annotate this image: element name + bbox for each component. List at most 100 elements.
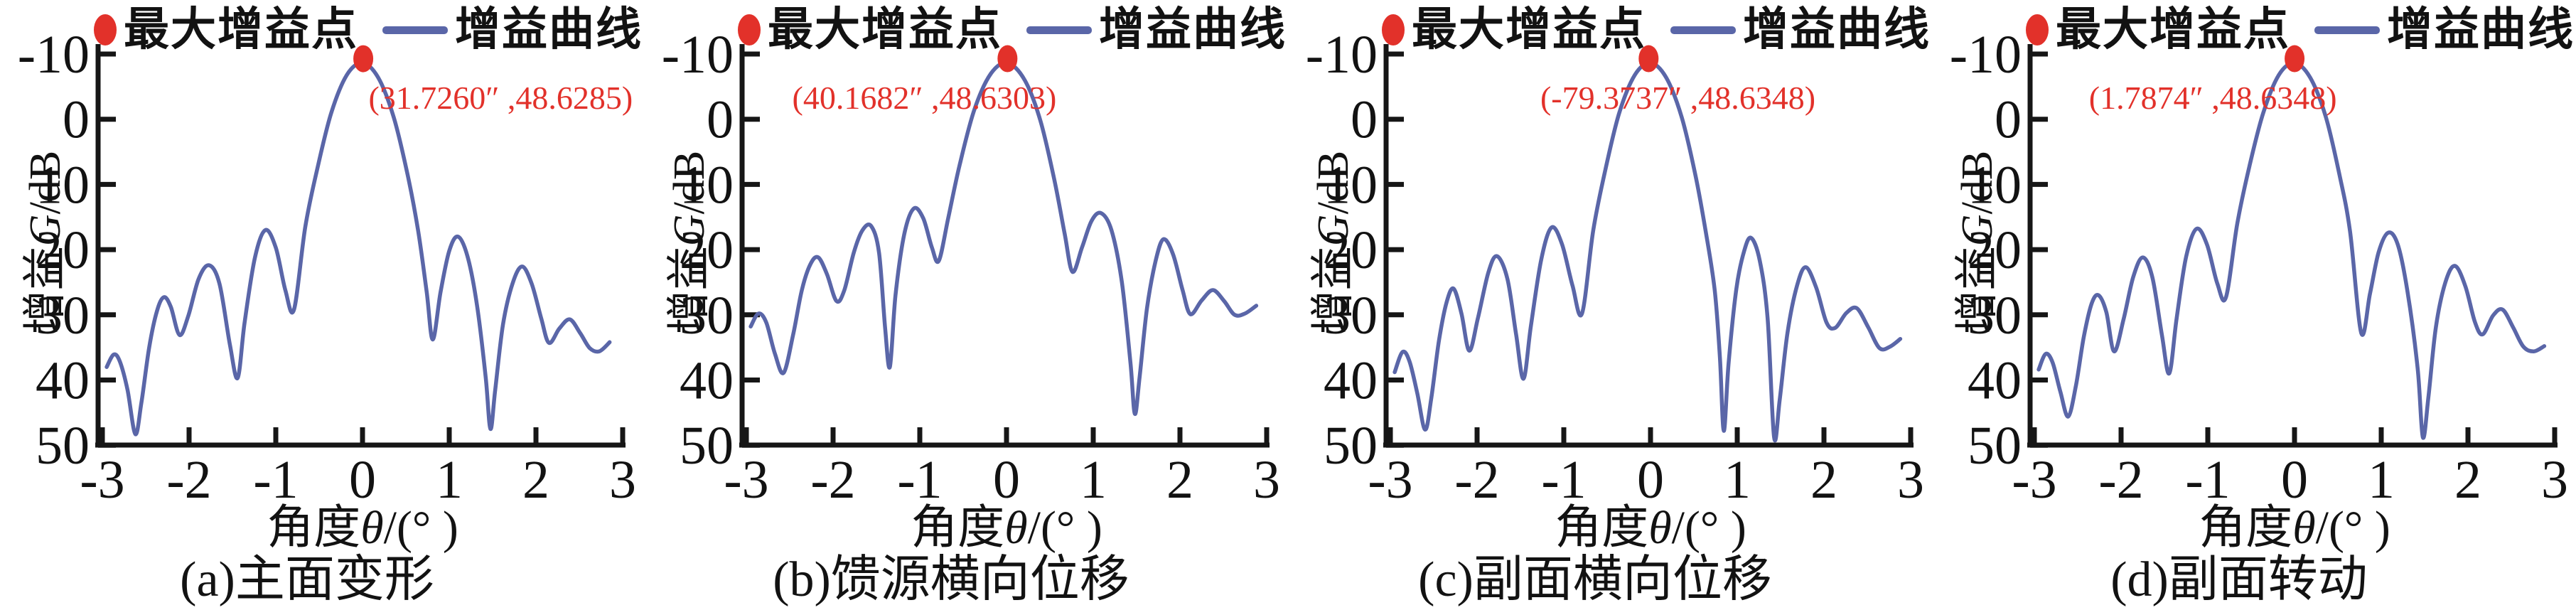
y-tick-label: -10: [1950, 25, 2022, 85]
y-tick-label: 0: [1351, 90, 1378, 150]
gain-curve-legend-icon: [2314, 26, 2380, 34]
x-axis-title-prefix: 角度: [1555, 502, 1649, 554]
legend-curve-label: 增益曲线: [455, 4, 643, 55]
y-tick-label: 20: [36, 220, 90, 280]
y-tick-label: 30: [36, 286, 90, 346]
x-tick-label: -3: [2012, 450, 2056, 510]
max-gain-point-legend-icon: [94, 14, 117, 46]
x-tick-label: 2: [2454, 450, 2481, 510]
max-gain-point: [2285, 45, 2305, 73]
x-tick-label: -1: [2185, 450, 2230, 510]
x-tick-label: 3: [1253, 450, 1280, 510]
legend-curve-label: 增益曲线: [1743, 4, 1931, 55]
gain-curve: [1392, 60, 1903, 443]
y-tick-label: 20: [1324, 220, 1378, 280]
y-tick-label: 10: [1968, 155, 2022, 215]
y-tick-label: 0: [1995, 90, 2022, 150]
legend: 最大增益点 增益曲线: [738, 4, 1287, 55]
y-tick-label: -10: [1306, 25, 1378, 85]
x-tick-label: 1: [1080, 450, 1107, 510]
x-tick-label: -1: [897, 450, 942, 510]
x-axis-title: 角度θ/(° ): [742, 502, 1271, 555]
legend-max-point-label: 最大增益点: [768, 4, 1002, 55]
x-tick-label: -3: [724, 450, 768, 510]
x-axis-title-symbol: θ: [360, 502, 384, 554]
max-gain-point-legend-icon: [738, 14, 761, 46]
legend-curve-label: 增益曲线: [1099, 4, 1287, 55]
x-axis-title-unit: /(° ): [1671, 502, 1746, 554]
y-tick-label: 30: [1968, 286, 2022, 346]
x-tick-label: -3: [1368, 450, 1412, 510]
x-axis-title: 角度θ/(° ): [2030, 502, 2559, 555]
y-tick-label: 40: [1968, 351, 2022, 411]
y-tick-label: 10: [1324, 155, 1378, 215]
gain-curve: [2036, 60, 2547, 440]
max-gain-point: [353, 45, 374, 73]
x-tick-label: 1: [2368, 450, 2395, 510]
y-tick-label: 0: [707, 90, 734, 150]
y-tick-label: 10: [36, 155, 90, 215]
x-axis-title-symbol: θ: [1004, 502, 1028, 554]
x-axis-title: 角度θ/(° ): [98, 502, 627, 555]
gain-curve-legend-icon: [382, 26, 448, 34]
legend: 最大增益点 增益曲线: [94, 4, 643, 55]
panel-caption: (c)副面横向位移: [1418, 552, 1772, 607]
x-tick-label: 2: [1810, 450, 1837, 510]
panel-caption: (d)副面转动: [2110, 552, 2368, 607]
x-axis-title: 角度θ/(° ): [1386, 502, 1915, 555]
legend-max-point-label: 最大增益点: [124, 4, 358, 55]
legend: 最大增益点 增益曲线: [2026, 4, 2575, 55]
x-tick-label: -3: [80, 450, 124, 510]
y-tick-label: -10: [662, 25, 734, 85]
y-tick-label: 50: [36, 416, 90, 476]
panel-caption: (a)主面变形: [180, 552, 434, 607]
max-gain-point: [997, 45, 1018, 73]
y-tick-label: 30: [1324, 286, 1378, 346]
x-tick-label: 3: [609, 450, 636, 510]
y-tick-label: 40: [36, 351, 90, 411]
y-tick-label: 40: [680, 351, 734, 411]
x-tick-label: 0: [1637, 450, 1664, 510]
legend-max-point-label: 最大增益点: [2056, 4, 2290, 55]
y-tick-label: 50: [680, 416, 734, 476]
x-tick-label: -2: [1454, 450, 1499, 510]
max-gain-annotation: (-79.3737″ ,48.6348): [1540, 80, 1815, 116]
max-gain-annotation: (40.1682″ ,48.6303): [793, 80, 1057, 116]
y-tick-label: 20: [1968, 220, 2022, 280]
x-tick-label: -2: [2098, 450, 2143, 510]
x-tick-label: 0: [2281, 450, 2308, 510]
x-tick-label: 2: [1166, 450, 1193, 510]
y-tick-label: 10: [680, 155, 734, 215]
y-tick-label: 20: [680, 220, 734, 280]
x-axis-title-prefix: 角度: [2199, 502, 2293, 554]
gain-curve-legend-icon: [1670, 26, 1736, 34]
x-tick-label: 1: [1724, 450, 1751, 510]
x-axis-title-unit: /(° ): [383, 502, 458, 554]
x-tick-label: 3: [2541, 450, 2568, 510]
chart-panel-b: 最大增益点 增益曲线 增益G/dB -3 -2 -1 0 1 2 3 -10 0 10 20 30 40…: [644, 0, 1288, 610]
max-gain-point-legend-icon: [2026, 14, 2049, 46]
legend: 最大增益点 增益曲线: [1382, 4, 1931, 55]
x-axis-title-unit: /(° ): [2315, 502, 2390, 554]
gain-curve: [104, 60, 612, 437]
x-axis-title-symbol: θ: [1648, 502, 1672, 554]
y-tick-label: 50: [1324, 416, 1378, 476]
x-tick-label: -1: [1541, 450, 1586, 510]
x-tick-label: -2: [166, 450, 211, 510]
max-gain-annotation: (31.7260″ ,48.6285): [368, 80, 633, 116]
chart-panel-a: 最大增益点 增益曲线 增益G/dB -3 -2 -1 0 1 2 3 -10 0 10 20 30 40…: [0, 0, 644, 610]
legend-max-point-label: 最大增益点: [1412, 4, 1646, 55]
x-tick-label: 0: [993, 450, 1020, 510]
gain-curve-legend-icon: [1026, 26, 1092, 34]
x-tick-label: 3: [1897, 450, 1924, 510]
y-tick-label: 0: [63, 90, 90, 150]
chart-panel-d: 最大增益点 增益曲线 增益G/dB -3 -2 -1 0 1 2 3 -10 0 10 20 30 40…: [1932, 0, 2576, 610]
panel-caption: (b)馈源横向位移: [773, 552, 1129, 607]
x-axis-title-unit: /(° ): [1027, 502, 1102, 554]
x-tick-label: 2: [522, 450, 549, 510]
y-tick-label: 30: [680, 286, 734, 346]
